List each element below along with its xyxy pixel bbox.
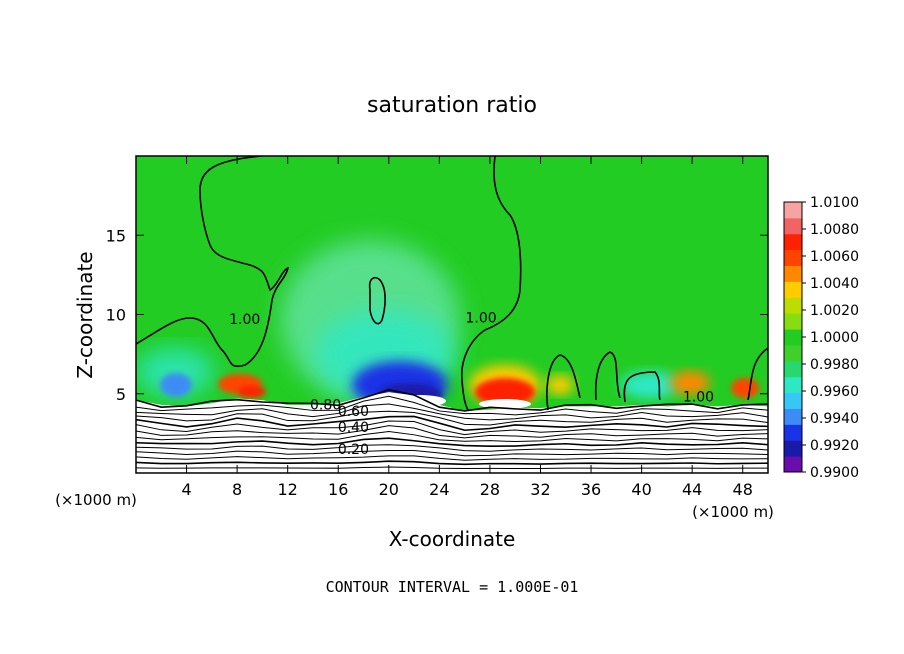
x-axis-label: X-coordinate	[389, 527, 516, 551]
plot-area: 1.00 1.00 1.00 0.800.600.40 0.20	[136, 156, 768, 473]
x-tick-label: 24	[429, 480, 449, 499]
moist-region-left	[136, 347, 215, 397]
colorbar-swatch	[784, 281, 802, 298]
terrain-contour	[136, 460, 768, 466]
x-tick-label: 12	[278, 480, 298, 499]
supersat-east	[670, 371, 710, 395]
contour-1.00-right-b	[594, 351, 621, 401]
colorbar-label: 0.9980	[810, 357, 859, 373]
contour-lines	[136, 156, 768, 411]
contour-1.00-left	[136, 156, 290, 368]
colorbar-swatch	[784, 329, 802, 346]
colorbar-label: 0.9960	[810, 384, 859, 400]
colorbar-label: 1.0020	[810, 303, 859, 319]
x-tick-label: 16	[328, 480, 348, 499]
y-tick-label: 15	[106, 226, 126, 245]
y-axis-ticks: 5 10 15	[106, 226, 768, 404]
x-tick-label: 28	[480, 480, 500, 499]
colorbar-label: 0.9920	[810, 438, 859, 454]
contour-1.00-mid	[460, 156, 522, 411]
terrain-contour	[136, 395, 768, 416]
contour-label: 0.60	[338, 404, 369, 420]
colorbar-swatch	[784, 249, 802, 267]
colorbar-swatch	[784, 217, 802, 235]
contour-labels: 1.00 1.00 1.00 0.800.600.40 0.20	[229, 310, 714, 458]
supersat-east-2	[546, 375, 574, 395]
colorbar-swatch	[784, 233, 802, 251]
colorbar-swatch	[784, 440, 802, 457]
y-tick-label: 5	[116, 385, 126, 404]
contour-label: 0.80	[310, 398, 341, 414]
x-tick-label: 32	[530, 480, 550, 499]
x-tick-label: 44	[682, 480, 702, 499]
colorbar-swatch	[784, 376, 802, 394]
x-unit-label-right: (×1000 m)	[692, 503, 774, 521]
x-axis-ticks: 4 8 12 16 20 24 28 32 36 40 44 48	[181, 156, 753, 499]
colorbar-label: 1.0040	[810, 276, 859, 292]
colorbar-swatch	[784, 265, 802, 282]
terrain-contour	[136, 415, 768, 432]
y-axis-label: Z-coordinate	[73, 251, 97, 378]
contour-1.00-bubble	[368, 276, 386, 325]
terrain-contour	[136, 455, 768, 461]
colorbar-swatch	[784, 424, 802, 441]
contour-label: 1.00	[683, 390, 714, 406]
colorbar-swatch	[784, 313, 802, 330]
colorbar-label: 0.9940	[810, 411, 859, 427]
colorbar-label: 1.0000	[810, 330, 859, 346]
contour-label: 0.20	[338, 442, 369, 458]
y-tick-label: 10	[106, 306, 126, 325]
terrain-contour	[136, 431, 768, 443]
supersat-west-core	[238, 386, 266, 398]
terrain-contour	[136, 437, 768, 448]
dry-core-left	[160, 373, 192, 397]
x-tick-label: 8	[232, 480, 242, 499]
contour-label: 1.00	[465, 310, 496, 326]
terrain-contour	[136, 403, 768, 421]
x-tick-label: 48	[733, 480, 753, 499]
x-tick-label: 4	[181, 480, 191, 499]
colorbar-swatch	[784, 360, 802, 378]
x-tick-label: 36	[581, 480, 601, 499]
contour-1.00-right-a	[546, 354, 581, 411]
terrain-region	[136, 389, 768, 473]
colorbar-label: 1.0060	[810, 249, 859, 265]
contour-label: 0.40	[338, 420, 369, 436]
contour-1.00-right-d	[747, 347, 768, 401]
colorbar-swatch	[784, 392, 802, 409]
colorbar-label: 0.9900	[810, 465, 859, 481]
colorbar-swatch	[784, 456, 802, 473]
x-unit-label-left: (×1000 m)	[55, 491, 137, 509]
contour-interval-note: CONTOUR INTERVAL = 1.000E-01	[326, 578, 579, 596]
moist-region-east	[620, 371, 680, 399]
colorbar-label: 1.0100	[810, 195, 859, 211]
supersat-far-east	[731, 378, 759, 398]
x-tick-label: 40	[631, 480, 651, 499]
terrain-contour	[136, 444, 768, 452]
terrain-contour	[136, 420, 768, 436]
colorbar-swatch	[784, 408, 802, 425]
contour-1.00-right-c	[623, 371, 661, 403]
contour-label: 1.00	[229, 312, 260, 328]
colorbar-swatch	[784, 297, 802, 314]
void-mid	[479, 399, 531, 409]
colorbar-label: 1.0080	[810, 222, 859, 238]
x-tick-label: 20	[379, 480, 399, 499]
chart-title: saturation ratio	[367, 93, 537, 118]
terrain-contour	[136, 389, 768, 412]
terrain-contour	[136, 410, 768, 426]
colorbar-swatch	[784, 344, 802, 362]
colorbar-swatch	[784, 202, 802, 219]
terrain-contour	[136, 450, 768, 457]
colorbar: 1.0100 1.0080 1.0060 1.0040 1.0020 1.0000 0.99…	[783, 195, 859, 481]
terrain-contour	[136, 466, 768, 469]
terrain-contour	[136, 425, 768, 439]
supersat-mid-core	[475, 378, 535, 406]
